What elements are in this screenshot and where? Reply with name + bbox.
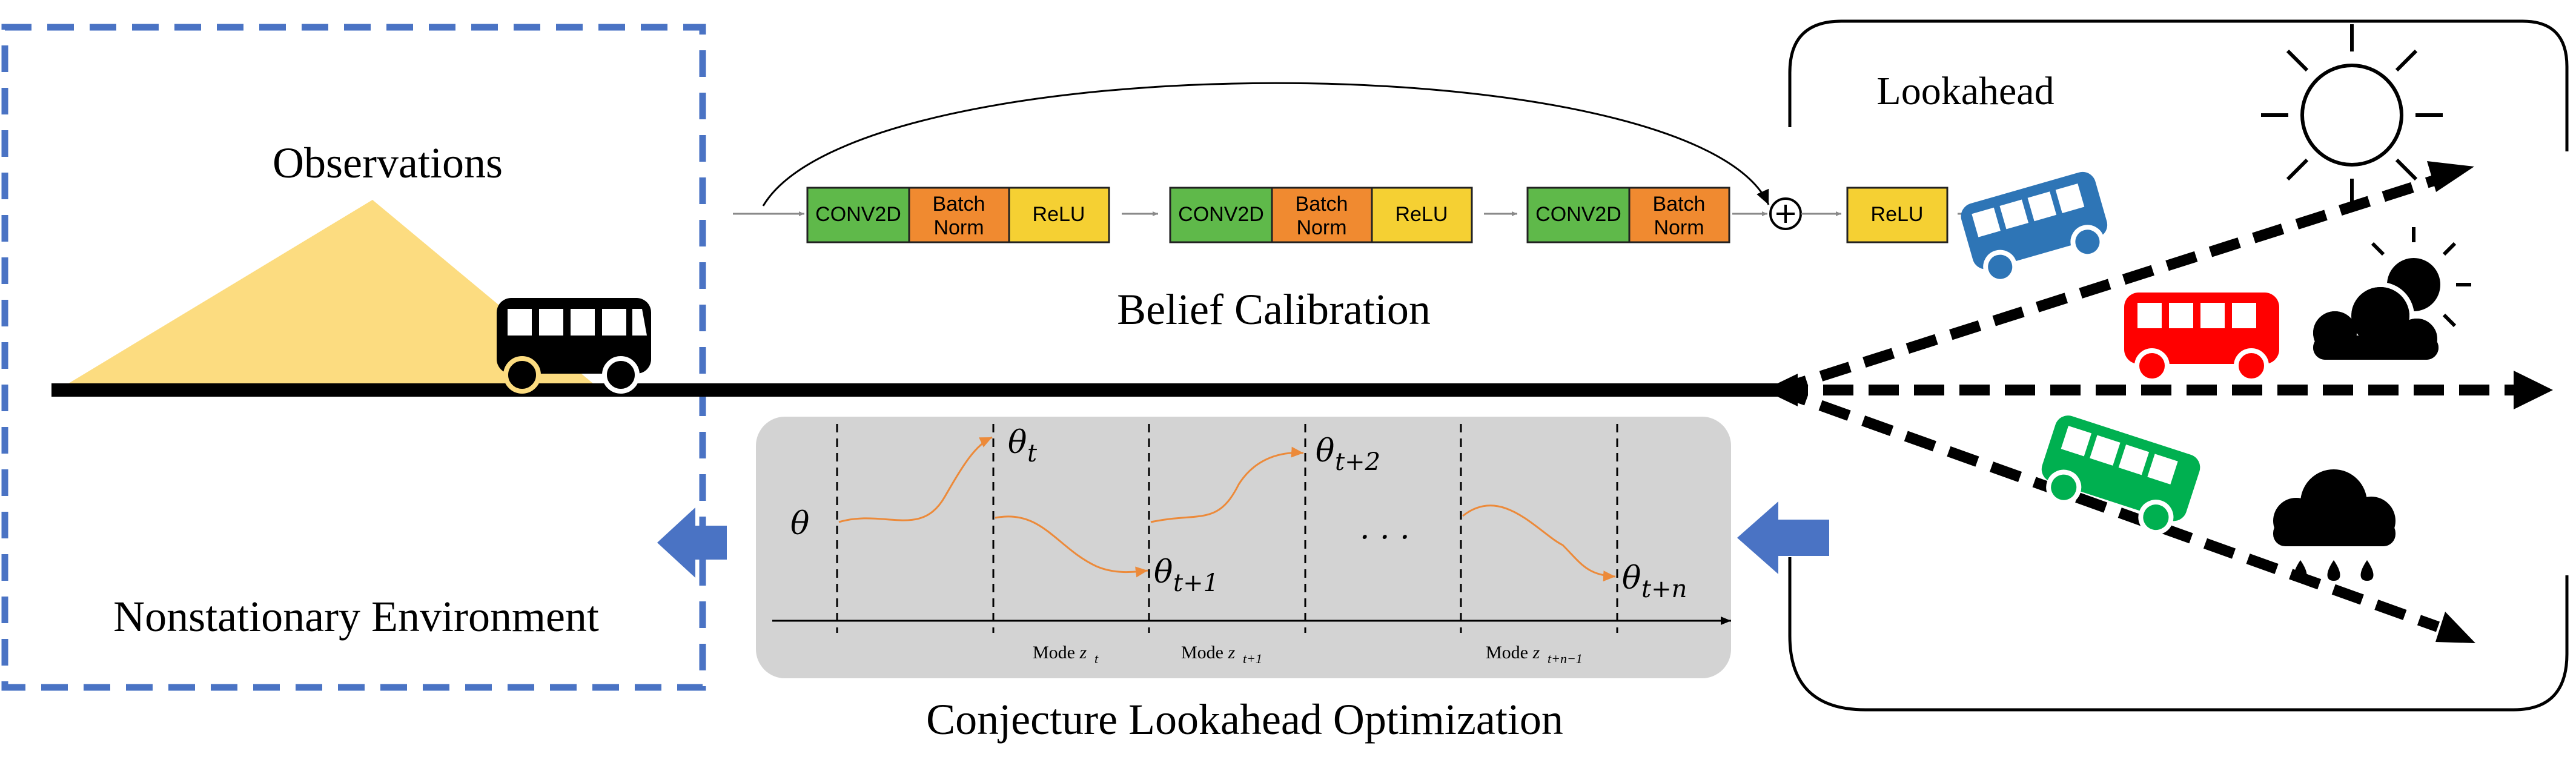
lookahead-bracket-bottom: [1788, 557, 2569, 712]
batchnorm-label-2: Norm: [1654, 216, 1704, 239]
sum-node: [1769, 197, 1802, 230]
svg-text:θ: θ: [1316, 433, 1334, 469]
mode-label: Mode z t: [1033, 643, 1099, 666]
arrowhead-right: [2514, 371, 2553, 409]
svg-text:Mode z: Mode z: [1033, 643, 1087, 663]
batchnorm-label-2: Norm: [933, 216, 984, 239]
arrowhead-down: [2435, 612, 2475, 643]
optimization-panel: [756, 417, 1731, 678]
svg-text:t+n−1: t+n−1: [1548, 651, 1583, 666]
svg-text:θ: θ: [1154, 554, 1173, 590]
bus-icon: [1961, 171, 2108, 284]
theta-t-label: θ t: [1008, 425, 1038, 468]
batchnorm-layer: [1628, 187, 1730, 243]
theta-t1-label: θ t+1: [1154, 554, 1219, 597]
svg-text:t: t: [1027, 440, 1038, 468]
mode-label: Mode z t+n−1: [1486, 643, 1583, 666]
arrowhead-up: [2427, 161, 2474, 192]
svg-text:t+1: t+1: [1243, 651, 1262, 666]
batchnorm-label-1: Batch: [1296, 193, 1348, 216]
partly-cloudy-icon: [2308, 227, 2471, 365]
environment-box: [1, 24, 706, 691]
batchnorm-layer: [908, 187, 1010, 243]
theta-tn-label: θ t+n: [1622, 560, 1687, 603]
scenario-arrows: [1775, 174, 2517, 632]
batchnorm-layer: [1271, 187, 1373, 243]
blue-arrow-left: [1737, 501, 1829, 574]
sun-icon: [2261, 24, 2443, 206]
theta-t2-label: θ t+2: [1316, 433, 1380, 476]
bus-icon: [2041, 415, 2200, 535]
ellipsis: · · ·: [1360, 520, 1410, 556]
skip-connection: [762, 82, 1770, 207]
blue-arrow-left: [657, 508, 727, 578]
svg-text:θ: θ: [1008, 425, 1027, 461]
relu-layer-final: [1846, 187, 1949, 243]
trajectory-curve: [1462, 504, 1616, 582]
svg-text:Mode z: Mode z: [1486, 643, 1540, 663]
svg-text:θ: θ: [1622, 560, 1641, 597]
rain-cloud-icon: [2273, 469, 2396, 581]
bus-icon: [497, 298, 651, 394]
relu-layer: [1008, 187, 1110, 243]
conv2d-label: CONV2D: [1178, 203, 1264, 226]
theta-label: θ: [790, 506, 809, 542]
conv2d-layer: [1169, 187, 1273, 243]
trajectory-curve: [1150, 446, 1304, 523]
relu-layer: [1371, 187, 1473, 243]
batchnorm-label-1: Batch: [933, 193, 985, 216]
svg-text:t+2: t+2: [1335, 448, 1380, 476]
svg-text:Mode z: Mode z: [1181, 643, 1236, 663]
conjecture-label: Conjecture Lookahead Optimization: [926, 695, 1563, 744]
bus-icon: [2124, 293, 2279, 383]
svg-text:t: t: [1094, 651, 1099, 666]
mode-label: Mode z t+1: [1181, 643, 1262, 666]
conv2d-label: CONV2D: [815, 203, 901, 226]
lookahead-label: Lookahead: [1876, 69, 2054, 113]
belief-calibration-label: Belief Calibration: [1117, 285, 1431, 334]
lookahead-bracket-top: [1788, 19, 2569, 151]
observations-label: Observations: [273, 139, 503, 187]
environment-label: Nonstationary Environment: [113, 592, 599, 641]
batchnorm-label-2: Norm: [1296, 216, 1346, 239]
conv2d-label: CONV2D: [1535, 203, 1621, 226]
relu-label: ReLU: [1033, 203, 1085, 226]
trajectory-curve: [838, 436, 993, 523]
svg-text:t+n: t+n: [1641, 575, 1687, 603]
svg-text:t+1: t+1: [1173, 569, 1219, 597]
observation-cone: [64, 200, 597, 386]
relu-label: ReLU: [1396, 203, 1448, 226]
batchnorm-label-1: Batch: [1653, 193, 1706, 216]
conv-block-3: CONV2D Batch Norm: [1526, 187, 1730, 243]
arrowhead-left: [1764, 374, 1798, 406]
trajectory-curve: [995, 515, 1148, 578]
relu-label: ReLU: [1871, 203, 1924, 226]
mode-separators: [836, 424, 1618, 633]
conv-block-2: CONV2D Batch Norm ReLU: [1169, 187, 1473, 243]
conv-block-1: CONV2D Batch Norm ReLU: [806, 187, 1110, 243]
